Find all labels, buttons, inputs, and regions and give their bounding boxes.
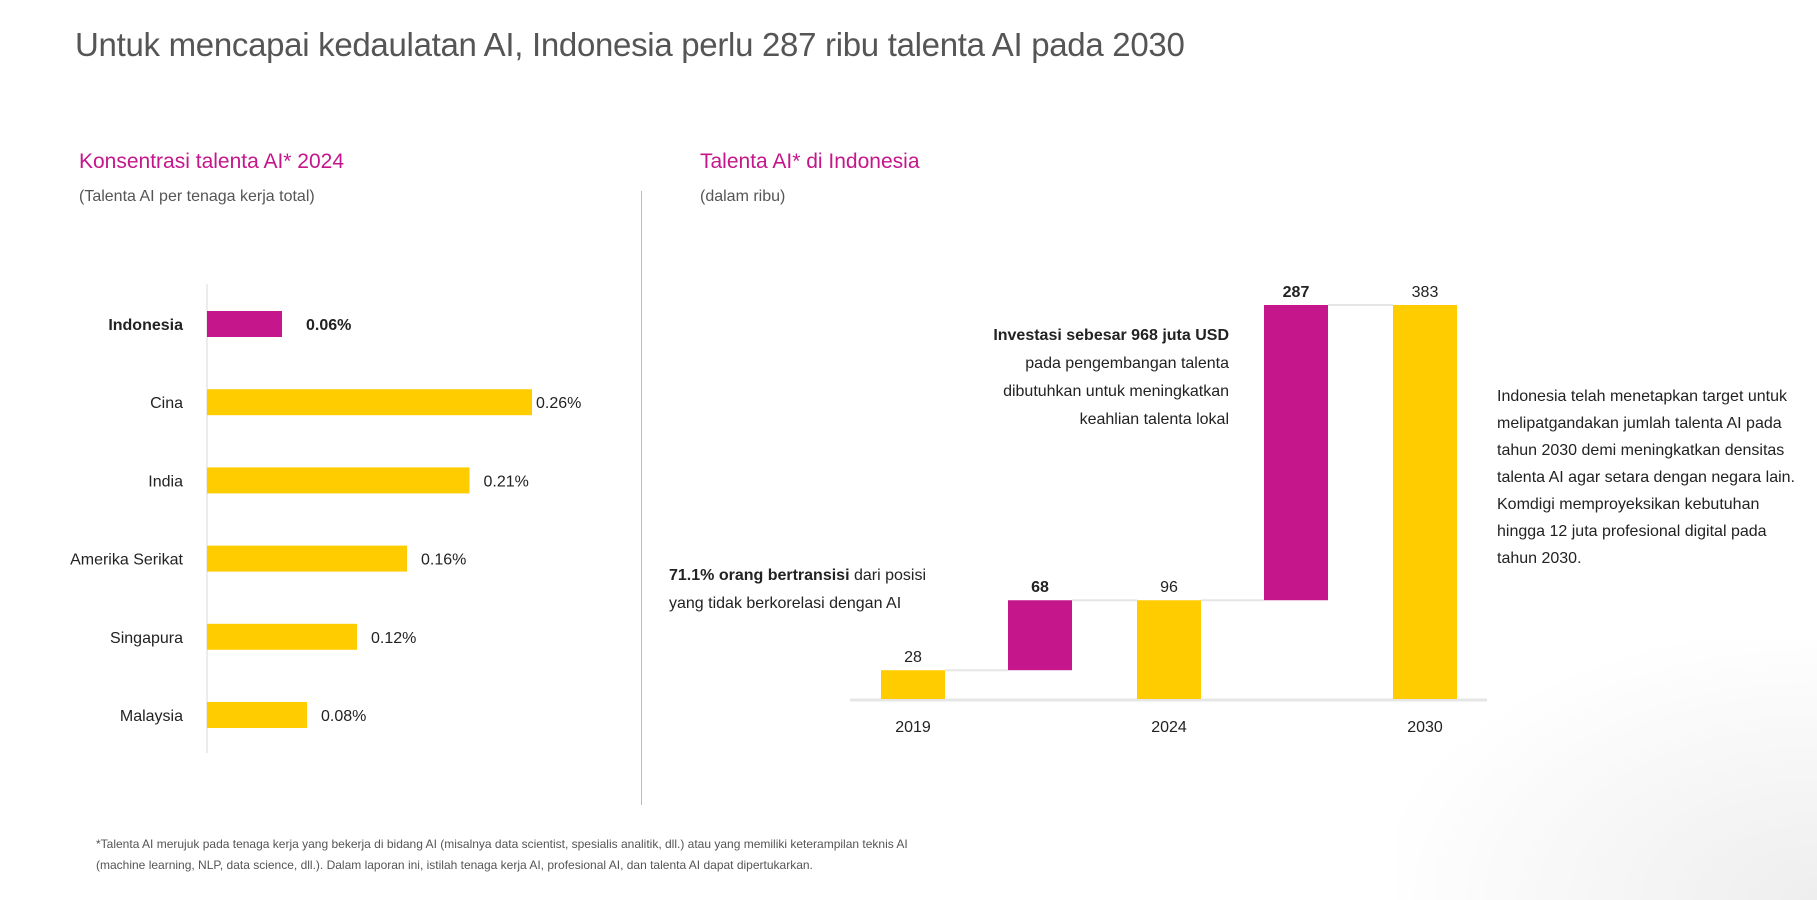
- investment-annotation-line: pada pengembangan talenta: [1025, 355, 1229, 372]
- page-title: Untuk mencapai kedaulatan AI, Indonesia …: [75, 26, 1185, 63]
- footnote-line: (machine learning, NLP, data science, dl…: [96, 858, 813, 872]
- category-label: India: [148, 473, 183, 490]
- data-label: 96: [1160, 579, 1178, 596]
- footnote-line: *Talenta AI merujuk pada tenaga kerja ya…: [96, 837, 908, 851]
- investment-annotation-line: keahlian talenta lokal: [1079, 411, 1229, 428]
- left-chart-subtitle: (Talenta AI per tenaga kerja total): [79, 188, 315, 205]
- bar-malaysia: [207, 702, 307, 728]
- category-label: Malaysia: [120, 708, 183, 725]
- side-description: Indonesia telah menetapkan target untuk …: [1497, 388, 1795, 567]
- investment-annotation-line: dibutuhkan untuk meningkatkan: [1003, 383, 1229, 400]
- value-label: 0.16%: [421, 552, 466, 569]
- investment-annotation-bold: Investasi sebesar 968 juta USD: [993, 327, 1229, 344]
- x-tick-label: 2024: [1151, 719, 1187, 736]
- data-label: 68: [1031, 579, 1049, 596]
- bar-singapura: [207, 623, 357, 650]
- category-label: Cina: [150, 395, 183, 412]
- x-tick-label: 2030: [1407, 719, 1443, 736]
- waterfall-bar: [1393, 305, 1457, 699]
- footnote: *Talenta AI merujuk pada tenaga kerja ya…: [96, 834, 908, 876]
- batik-background-decoration: [1397, 640, 1817, 900]
- section-divider: [641, 191, 642, 805]
- value-label: 0.21%: [484, 473, 529, 490]
- value-label: 0.06%: [306, 317, 351, 334]
- category-label: Indonesia: [108, 317, 183, 334]
- transition-annotation-rest: dari posisi: [849, 567, 926, 584]
- bar-indonesia: [207, 311, 282, 337]
- bar-amerika-serikat: [207, 545, 407, 572]
- data-label: 383: [1412, 284, 1439, 301]
- waterfall-bar: [1008, 600, 1072, 671]
- value-label: 0.12%: [371, 630, 416, 647]
- transition-annotation-line2: yang tidak berkorelasi dengan AI: [669, 595, 902, 612]
- bar-cina: [207, 389, 532, 416]
- data-label: 28: [904, 649, 922, 666]
- right-chart-title: Talenta AI* di Indonesia: [700, 150, 920, 173]
- value-label: 0.26%: [536, 395, 581, 412]
- investment-annotation: Investasi sebesar 968 juta USD pada peng…: [993, 322, 1229, 434]
- left-chart-title: Konsentrasi talenta AI* 2024: [79, 150, 345, 173]
- right-chart-subtitle: (dalam ribu): [700, 188, 786, 205]
- talent-concentration-bar-chart: Indonesia 0.06% Cina 0.26% India 0.21% Amerika…: [70, 284, 581, 753]
- category-label: Singapura: [110, 630, 183, 647]
- x-tick-label: 2019: [895, 719, 931, 736]
- category-label: Amerika Serikat: [70, 552, 183, 569]
- talent-waterfall-chart: 28 2019 68 96 2024 287 383 2030: [850, 284, 1487, 736]
- bar-india: [207, 467, 470, 494]
- waterfall-bar: [1264, 305, 1328, 601]
- waterfall-bar: [881, 670, 945, 699]
- value-label: 0.08%: [321, 708, 366, 725]
- data-label: 287: [1283, 284, 1310, 301]
- transition-annotation-bold: 71.1% orang bertransisi: [669, 567, 850, 584]
- waterfall-bar: [1137, 600, 1201, 699]
- transition-annotation: 71.1% orang bertransisi dari posisi yang…: [669, 562, 926, 618]
